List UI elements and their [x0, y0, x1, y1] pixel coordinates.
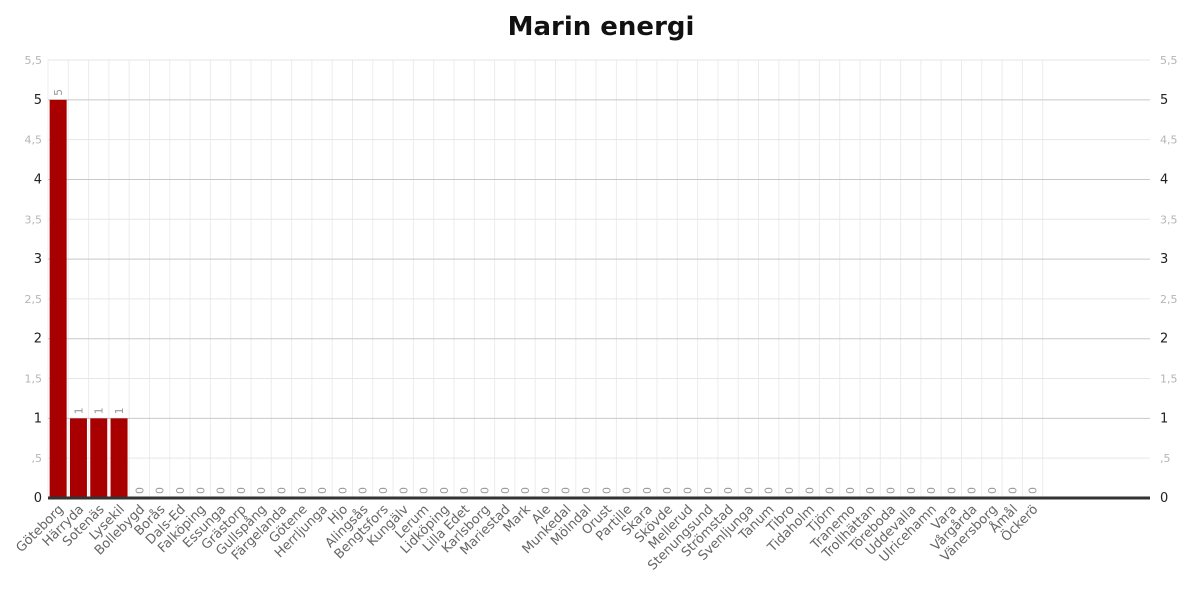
y-tick-label-right: 2,5 [1160, 293, 1178, 306]
data-label: 0 [418, 487, 431, 494]
y-tick-label-right: 3 [1160, 252, 1168, 267]
y-tick-label-right: 4,5 [1160, 134, 1178, 147]
y-tick-label-left: 5,5 [25, 54, 43, 67]
data-label: 0 [803, 487, 816, 494]
y-tick-label-left: 1,5 [25, 373, 43, 386]
data-label: 1 [72, 407, 85, 414]
y-tick-label-left: 4,5 [25, 134, 43, 147]
data-label: 0 [966, 487, 979, 494]
bar [49, 99, 67, 499]
data-label: 0 [438, 487, 451, 494]
data-label: 0 [641, 487, 654, 494]
data-label: 0 [824, 487, 837, 494]
y-tick-label-right: 1,5 [1160, 373, 1178, 386]
data-label: 0 [621, 487, 634, 494]
y-tick-label-right: 5,5 [1160, 54, 1178, 67]
data-label: 0 [235, 487, 248, 494]
y-tick-label-left: 2,5 [25, 293, 43, 306]
label-layer: 0 0,5,51 11,5 1,52 22,5 2,53 33,5 3,54 44,5 4,55 5… [13, 54, 1177, 574]
data-label: 0 [844, 487, 857, 494]
y-tick-label-left: 0 [34, 491, 42, 506]
data-label: 0 [377, 487, 390, 494]
data-label: 1 [93, 407, 106, 414]
y-tick-label-right: 3,5 [1160, 213, 1178, 226]
data-label: 0 [215, 487, 228, 494]
data-label: 1 [113, 407, 126, 414]
y-tick-label-right: 2 [1160, 332, 1168, 347]
y-tick-label-right: ,5 [1160, 452, 1171, 465]
chart-title: Marin energi [507, 12, 695, 42]
data-label: 0 [133, 487, 146, 494]
y-tick-label-left: 1 [34, 411, 42, 426]
grid-layer [47, 59, 1150, 498]
data-label: 0 [884, 487, 897, 494]
data-label: 0 [986, 487, 999, 494]
data-label: 0 [397, 487, 410, 494]
y-tick-label-left: ,5 [32, 452, 43, 465]
data-label: 0 [864, 487, 877, 494]
data-label: 0 [357, 487, 370, 494]
data-label: 0 [681, 487, 694, 494]
data-label: 0 [763, 487, 776, 494]
data-label: 0 [296, 487, 309, 494]
data-label: 0 [275, 487, 288, 494]
data-label: 0 [905, 487, 918, 494]
y-tick-label-right: 5 [1160, 93, 1168, 108]
y-tick-label-right: 1 [1160, 411, 1168, 426]
y-tick-label-left: 5 [34, 93, 42, 108]
bar [110, 418, 128, 498]
data-label: 5 [52, 89, 65, 96]
data-label: 0 [174, 487, 187, 494]
y-tick-label-left: 4 [34, 172, 42, 187]
data-label: 0 [783, 487, 796, 494]
data-label: 0 [1006, 487, 1019, 494]
y-tick-label-left: 3 [34, 252, 42, 267]
data-label: 0 [580, 487, 593, 494]
y-tick-label-left: 3,5 [25, 213, 43, 226]
data-label: 0 [336, 487, 349, 494]
data-label: 0 [722, 487, 735, 494]
y-tick-label-right: 0 [1160, 491, 1168, 506]
bar-layer [49, 99, 128, 499]
bar [69, 418, 87, 498]
data-label: 0 [661, 487, 674, 494]
data-label: 0 [600, 487, 613, 494]
data-label: 0 [255, 487, 268, 494]
data-label: 0 [925, 487, 938, 494]
data-label: 0 [458, 487, 471, 494]
data-label: 0 [539, 487, 552, 494]
data-label: 0 [945, 487, 958, 494]
data-label: 0 [519, 487, 532, 494]
data-label: 0 [194, 487, 207, 494]
data-label: 0 [478, 487, 491, 494]
data-label: 0 [316, 487, 329, 494]
data-label: 0 [702, 487, 715, 494]
y-tick-label-right: 4 [1160, 172, 1168, 187]
data-label: 0 [1027, 487, 1040, 494]
data-label: 0 [154, 487, 167, 494]
data-label: 0 [560, 487, 573, 494]
bar [90, 418, 108, 498]
y-tick-label-left: 2 [34, 332, 42, 347]
data-label: 0 [499, 487, 512, 494]
data-label: 0 [742, 487, 755, 494]
